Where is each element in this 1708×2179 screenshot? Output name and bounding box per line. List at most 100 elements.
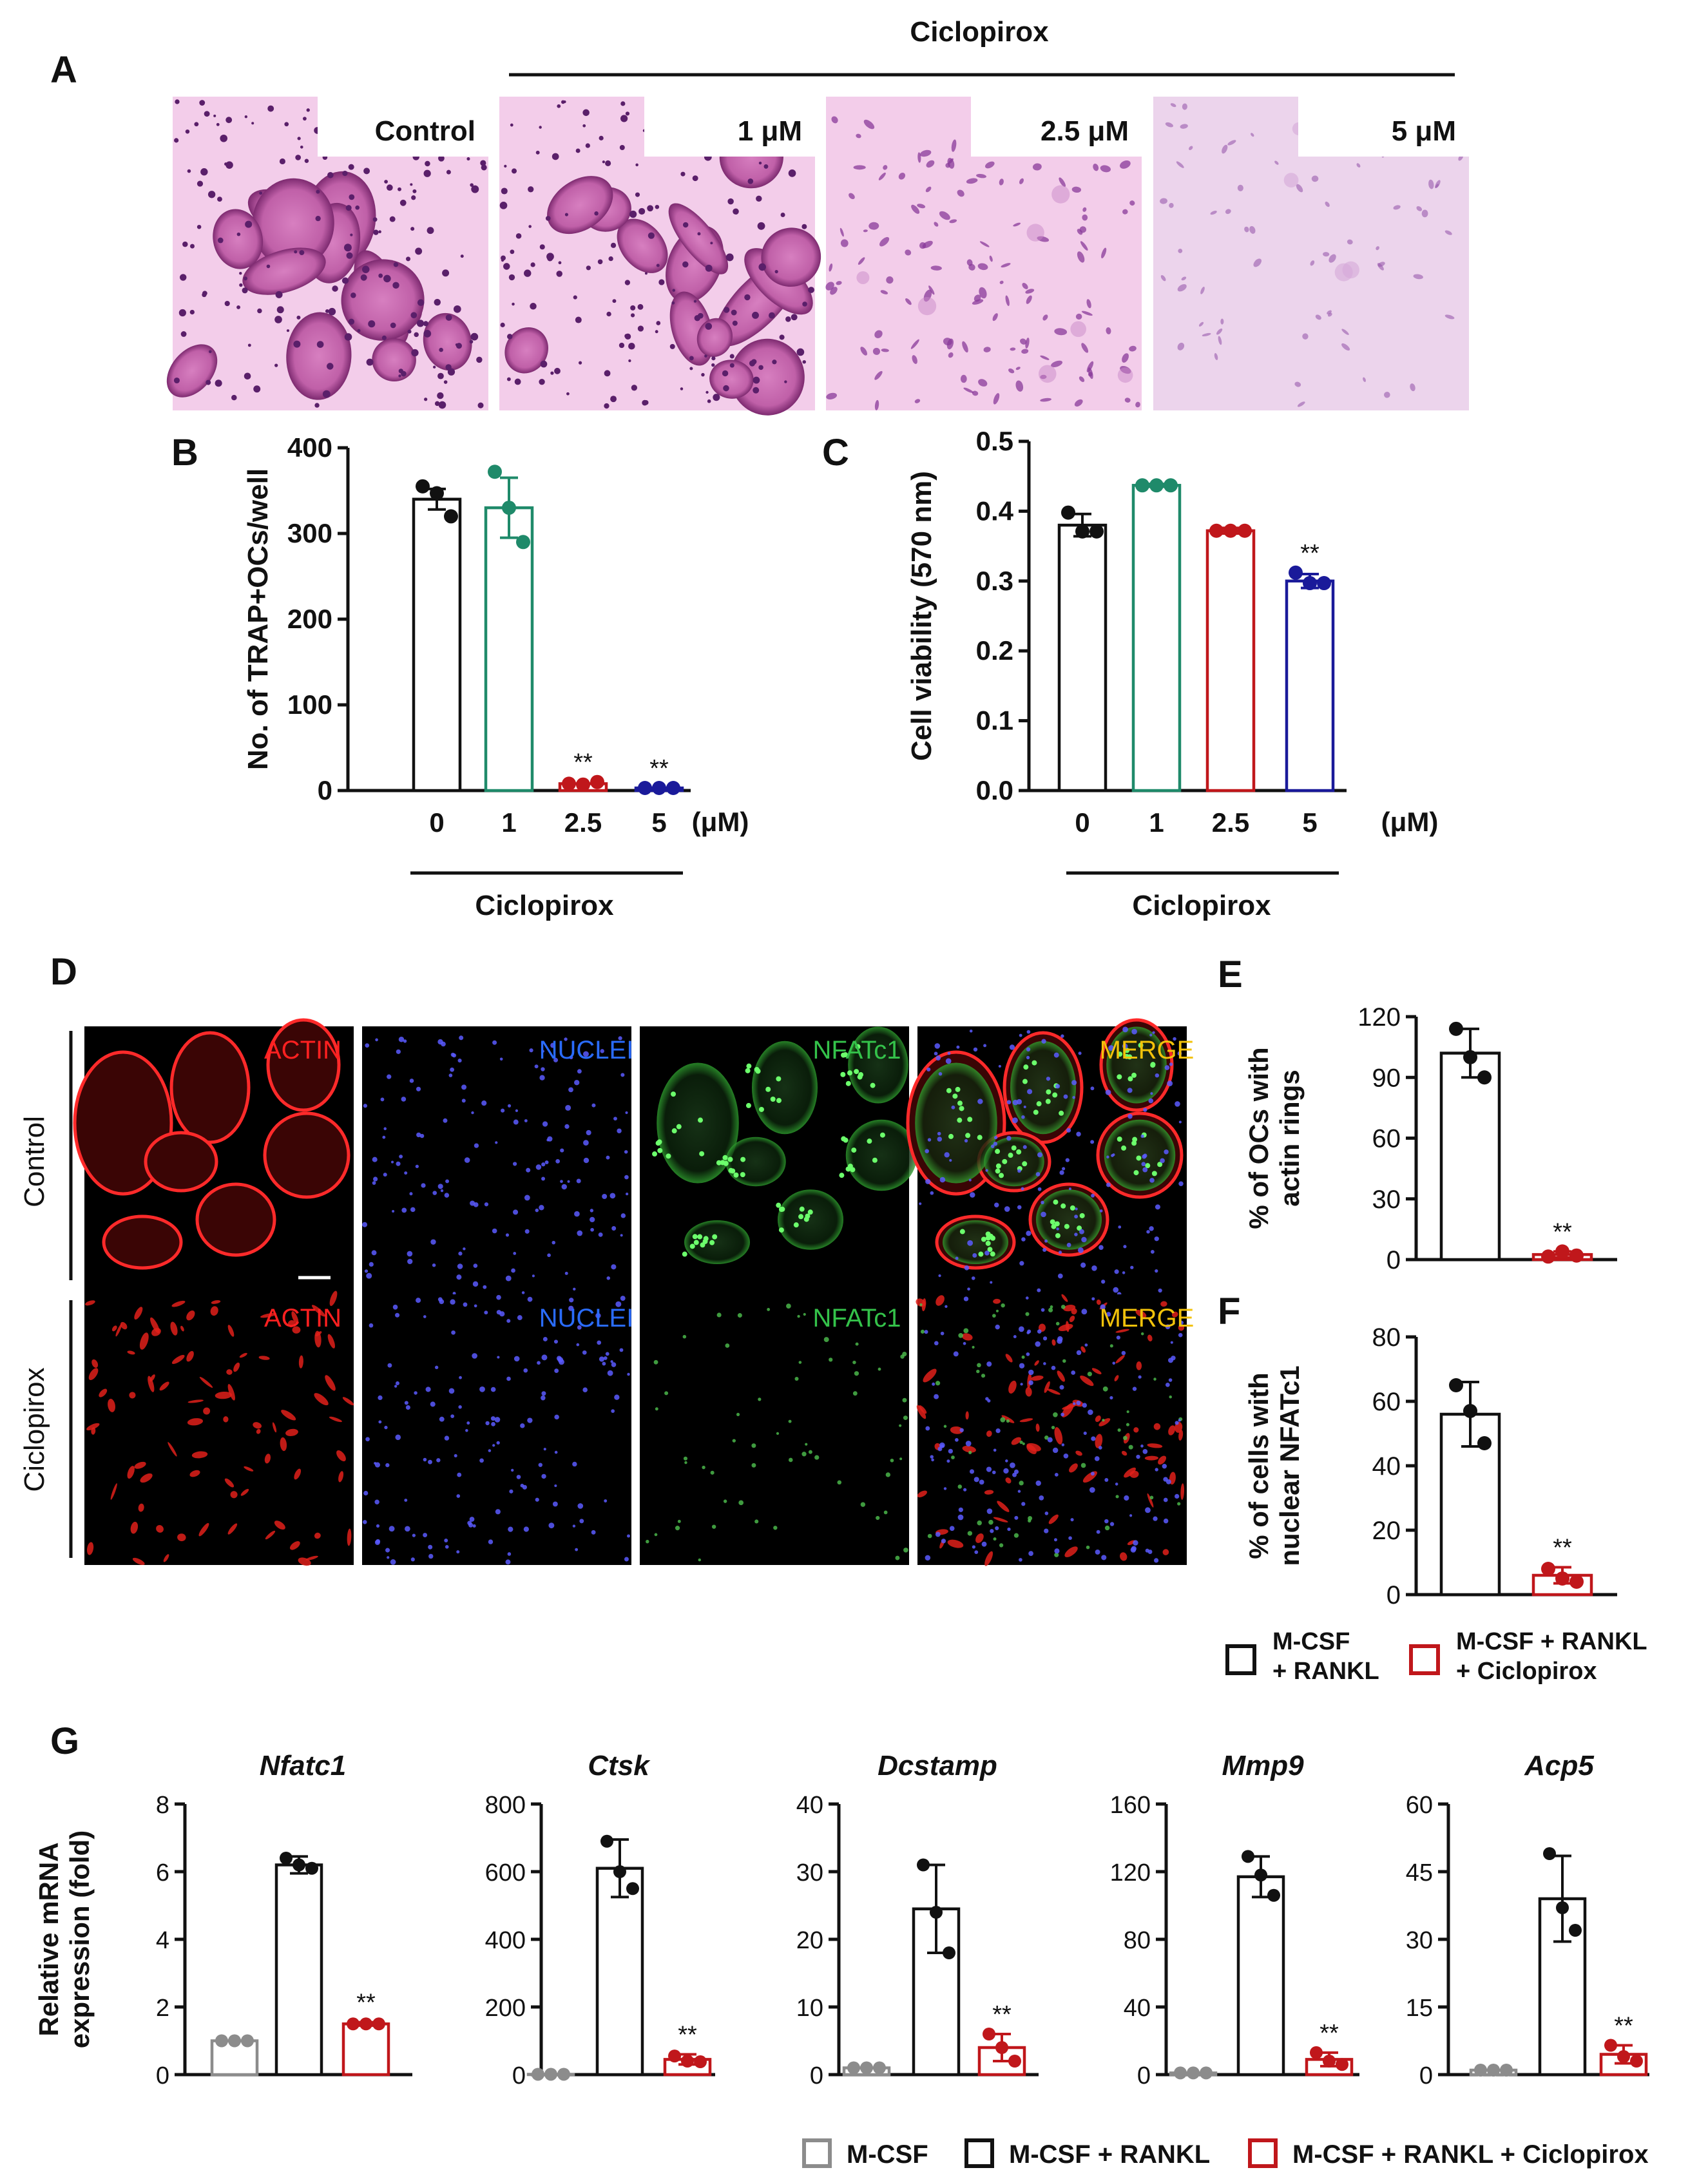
nuclear-nfatc1: [995, 1168, 1001, 1174]
nucleus: [949, 1526, 955, 1531]
legend-swatch: [1225, 1644, 1256, 1675]
stained-nucleus: [392, 282, 399, 289]
stained-nucleus: [341, 277, 349, 284]
actin-spot: [130, 1521, 139, 1534]
stained-nucleus: [470, 332, 479, 341]
y-tick-label: 0: [318, 775, 332, 805]
stained-nucleus: [189, 244, 195, 249]
actin-spot: [294, 1468, 302, 1480]
actin-spot: [298, 1557, 311, 1566]
precursor-cell: [880, 290, 888, 294]
stained-nucleus: [758, 161, 762, 165]
nuclear-nfatc1: [999, 1173, 1004, 1178]
stained-nucleus: [257, 308, 262, 314]
y-axis-label: No. of TRAP+OCs/well: [242, 468, 274, 770]
nucleus: [1043, 1362, 1046, 1365]
nucleus: [955, 1438, 959, 1442]
data-point: [995, 2041, 1008, 2054]
faint-cell: [1117, 367, 1133, 383]
stained-nucleus: [480, 160, 486, 166]
actin-spot: [86, 1542, 94, 1555]
fluorescence-image: ACTIN: [84, 1291, 354, 1566]
stained-nucleus: [638, 207, 646, 215]
nucleus: [1066, 1242, 1071, 1247]
actin-spot: [1147, 1443, 1163, 1448]
nfatc1-spot: [837, 1480, 842, 1485]
stained-nucleus: [499, 202, 508, 209]
nucleus: [1178, 1120, 1182, 1124]
stained-nucleus: [342, 170, 348, 177]
nfatc1-spot: [999, 1543, 1004, 1548]
nucleus: [448, 1388, 455, 1394]
stained-nucleus: [785, 316, 791, 322]
nucleus: [1148, 1098, 1154, 1104]
stained-nucleus: [566, 392, 570, 396]
data-point: [943, 1946, 955, 1959]
nucleus: [1060, 1412, 1064, 1417]
stained-nucleus: [763, 164, 769, 169]
nucleus: [440, 1189, 444, 1193]
nfatc1-cell: [752, 1041, 818, 1135]
data-point: [1135, 478, 1149, 493]
nfatc1-spot: [1028, 1515, 1033, 1521]
nuclear-nfatc1: [716, 1160, 722, 1166]
stained-nucleus: [727, 198, 734, 205]
micrograph-3: 5 μM: [1153, 97, 1469, 410]
nucleus: [1178, 1332, 1183, 1338]
nuclear-nfatc1: [990, 1251, 995, 1257]
nucleus: [1037, 1288, 1041, 1292]
actin-spot: [127, 1350, 135, 1355]
precursor-cell: [860, 347, 867, 356]
stained-nucleus: [731, 309, 737, 316]
data-point: [983, 2028, 995, 2040]
nucleus: [1130, 1265, 1134, 1269]
stained-nucleus: [437, 392, 444, 399]
y-tick-label: 0: [1137, 2062, 1151, 2089]
stained-nucleus: [620, 115, 628, 122]
precursor-cell: [1129, 345, 1137, 352]
panel-letter-d: D: [50, 951, 77, 993]
precursor-cell: [1377, 263, 1384, 271]
nfatc1-spot: [829, 1358, 833, 1362]
precursor-cell: [926, 160, 935, 168]
nfatc1-spot: [754, 1519, 759, 1524]
nucleus: [1004, 1206, 1010, 1212]
nuclear-nfatc1: [850, 1167, 856, 1173]
stained-nucleus: [612, 299, 617, 303]
nucleus: [1115, 1483, 1118, 1486]
nuclear-nfatc1: [1124, 1048, 1130, 1053]
nucleus: [576, 1343, 580, 1347]
nuclear-nfatc1: [652, 1151, 658, 1157]
precursor-cell: [1214, 353, 1218, 360]
nucleus: [412, 1533, 416, 1537]
nucleus: [1123, 1245, 1127, 1249]
nfatc1-spot: [1087, 1371, 1092, 1377]
precursor-cell: [1042, 314, 1048, 321]
nucleus: [932, 1382, 936, 1386]
precursor-cell: [1315, 314, 1321, 320]
nucleus: [937, 1137, 943, 1142]
actin-spot: [233, 1362, 240, 1372]
nucleus: [927, 1138, 932, 1142]
data-point: [1604, 2039, 1617, 2052]
nucleus: [1166, 1479, 1171, 1484]
nucleus: [1068, 1536, 1072, 1541]
precursor-cell: [1237, 184, 1243, 191]
nucleus: [1154, 1236, 1159, 1242]
precursor-cell: [874, 330, 883, 338]
nucleus: [1057, 1336, 1063, 1342]
legend-swatch: [802, 2138, 832, 2168]
nucleus: [471, 1111, 474, 1115]
nucleus: [423, 1533, 428, 1538]
nucleus: [409, 1079, 414, 1083]
actin-spot: [253, 1422, 262, 1429]
stained-nucleus: [558, 261, 562, 265]
nfatc1-spot: [1140, 1332, 1144, 1336]
precursor-cell: [1093, 164, 1099, 171]
nucleus: [1059, 1385, 1064, 1390]
precursor-cell: [934, 222, 939, 227]
nucleus: [363, 1520, 367, 1524]
nucleus: [1041, 1308, 1045, 1312]
panel-letter-f: F: [1218, 1291, 1240, 1332]
actin-spot: [1171, 1311, 1178, 1318]
